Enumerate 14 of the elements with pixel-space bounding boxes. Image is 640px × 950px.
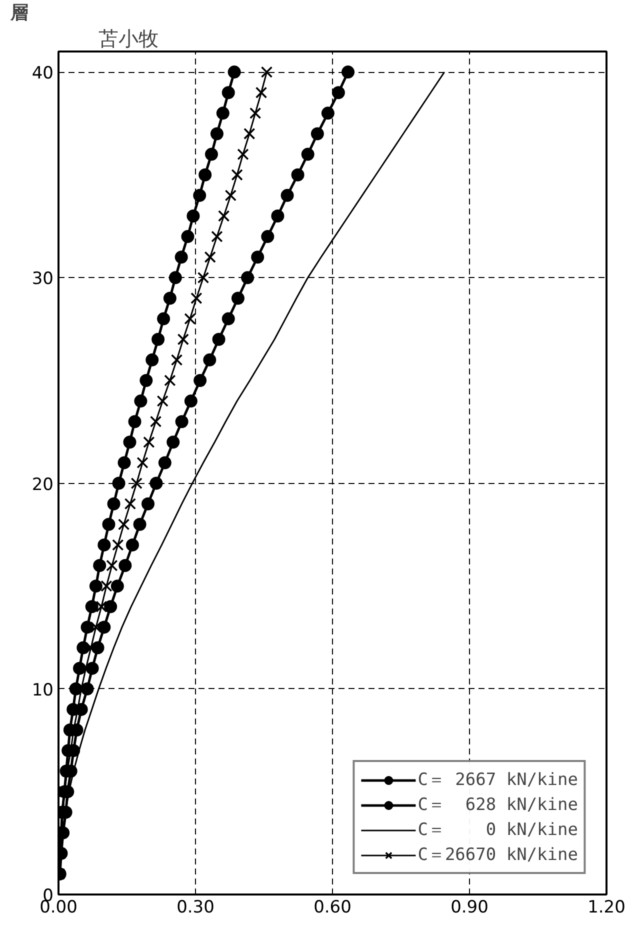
legend-label: C＝ 2667 kN/kine (418, 769, 578, 791)
legend-label: C＝ 628 kN/kine (418, 794, 578, 816)
y-tick-label: 30 (32, 269, 54, 290)
y-tick-label: 40 (32, 64, 54, 84)
y-axis-title: 層 (10, 2, 28, 24)
x-tick-label: 1.20 (588, 898, 626, 918)
x-tick-label: 0.60 (314, 898, 352, 918)
x-tick-label: 0.90 (450, 898, 488, 918)
y-tick-label: 10 (32, 680, 54, 700)
legend-label: C＝26670 kN/kine (418, 844, 578, 866)
chart-title: 苫小牧 (98, 26, 158, 50)
x-tick-label: 0.30 (176, 898, 214, 918)
legend-label: C＝ 0 kN/kine (418, 819, 578, 841)
y-tick-label: 20 (32, 474, 54, 495)
